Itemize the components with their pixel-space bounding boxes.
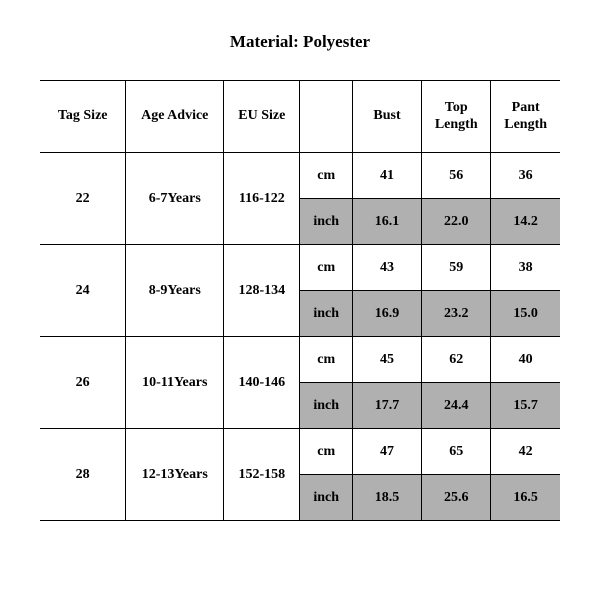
cell-tag: 22 [40, 153, 126, 245]
cell-top-cm: 62 [422, 337, 491, 383]
col-pant-length: Pant Length [491, 81, 560, 153]
table-row: 2812-13Years152-158cm476542 [40, 429, 560, 475]
cell-pant-cm: 38 [491, 245, 560, 291]
table-row: 2610-11Years140-146cm456240 [40, 337, 560, 383]
col-unit [300, 81, 352, 153]
cell-unit-in: inch [300, 475, 352, 521]
cell-bust-in: 16.9 [352, 291, 421, 337]
cell-pant-in: 15.0 [491, 291, 560, 337]
cell-pant-in: 14.2 [491, 199, 560, 245]
cell-eu: 140-146 [224, 337, 300, 429]
col-top-length: Top Length [422, 81, 491, 153]
cell-top-cm: 56 [422, 153, 491, 199]
cell-bust-in: 18.5 [352, 475, 421, 521]
cell-pant-cm: 36 [491, 153, 560, 199]
cell-pant-in: 16.5 [491, 475, 560, 521]
cell-pant-cm: 42 [491, 429, 560, 475]
cell-unit-cm: cm [300, 337, 352, 383]
cell-top-in: 23.2 [422, 291, 491, 337]
cell-bust-cm: 47 [352, 429, 421, 475]
size-table: Tag Size Age Advice EU Size Bust Top Len… [40, 80, 560, 521]
cell-unit-in: inch [300, 383, 352, 429]
cell-unit-cm: cm [300, 153, 352, 199]
cell-age: 10-11Years [126, 337, 224, 429]
cell-unit-in: inch [300, 199, 352, 245]
cell-tag: 26 [40, 337, 126, 429]
col-bust: Bust [352, 81, 421, 153]
table-row: 226-7Years116-122cm415636 [40, 153, 560, 199]
cell-unit-cm: cm [300, 245, 352, 291]
cell-top-in: 25.6 [422, 475, 491, 521]
cell-pant-cm: 40 [491, 337, 560, 383]
cell-top-cm: 59 [422, 245, 491, 291]
col-tag-size: Tag Size [40, 81, 126, 153]
col-eu-size: EU Size [224, 81, 300, 153]
cell-eu: 128-134 [224, 245, 300, 337]
cell-top-in: 24.4 [422, 383, 491, 429]
cell-eu: 116-122 [224, 153, 300, 245]
cell-tag: 24 [40, 245, 126, 337]
cell-age: 6-7Years [126, 153, 224, 245]
cell-top-cm: 65 [422, 429, 491, 475]
cell-bust-in: 16.1 [352, 199, 421, 245]
cell-unit-cm: cm [300, 429, 352, 475]
table-row: 248-9Years128-134cm435938 [40, 245, 560, 291]
cell-bust-in: 17.7 [352, 383, 421, 429]
cell-eu: 152-158 [224, 429, 300, 521]
page-title: Material: Polyester [40, 32, 560, 52]
cell-bust-cm: 45 [352, 337, 421, 383]
cell-age: 12-13Years [126, 429, 224, 521]
cell-top-in: 22.0 [422, 199, 491, 245]
col-age-advice: Age Advice [126, 81, 224, 153]
cell-tag: 28 [40, 429, 126, 521]
cell-bust-cm: 41 [352, 153, 421, 199]
cell-unit-in: inch [300, 291, 352, 337]
cell-age: 8-9Years [126, 245, 224, 337]
cell-bust-cm: 43 [352, 245, 421, 291]
cell-pant-in: 15.7 [491, 383, 560, 429]
table-header-row: Tag Size Age Advice EU Size Bust Top Len… [40, 81, 560, 153]
